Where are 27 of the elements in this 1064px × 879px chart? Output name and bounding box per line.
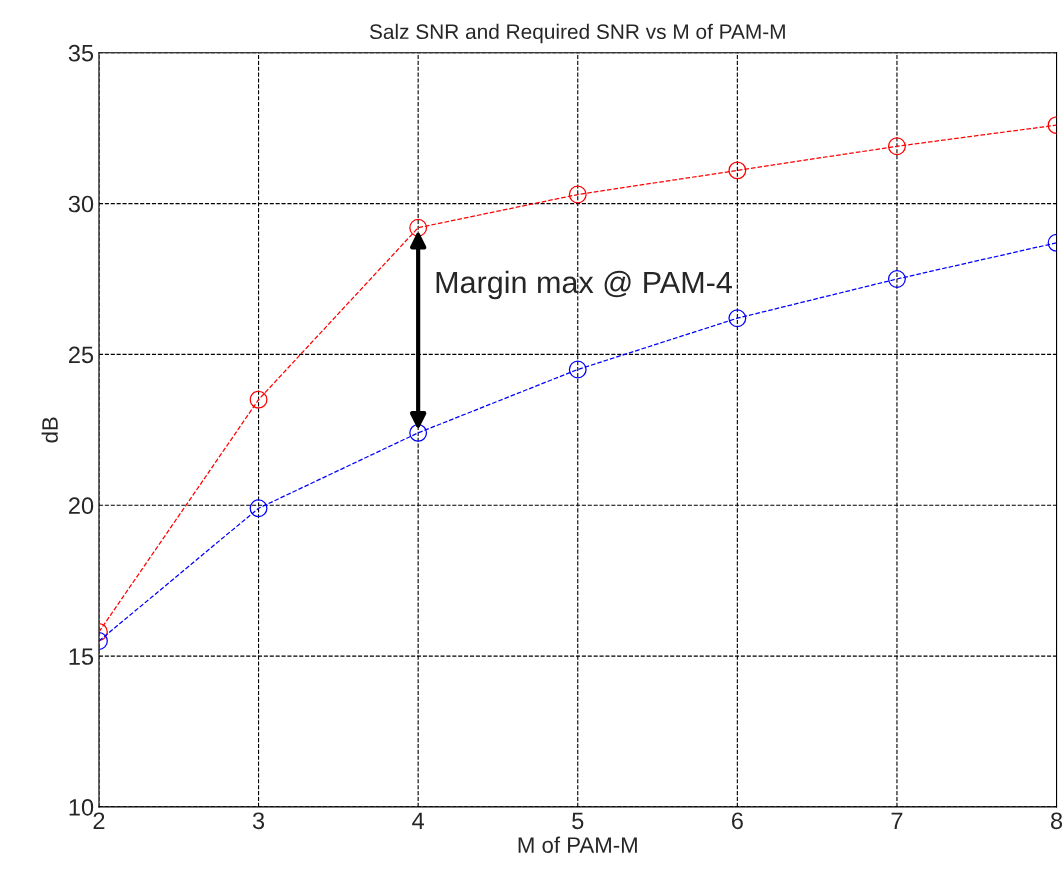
point xyxy=(887,270,906,288)
x-tick-label: 5 xyxy=(572,812,584,830)
point xyxy=(728,161,747,180)
annotation: Margin max @ PAM-4 xyxy=(436,270,732,300)
point xyxy=(249,390,268,409)
y-tick-label: 15 xyxy=(69,648,94,665)
y-tick-label: 20 xyxy=(69,497,94,515)
point xyxy=(728,309,747,328)
y-tick-label: 35 xyxy=(68,44,94,62)
point xyxy=(568,360,587,379)
x-tick-label: 8 xyxy=(1051,812,1063,830)
x-tick-label: 6 xyxy=(731,812,743,830)
x-tick-label: 4 xyxy=(412,812,425,829)
point xyxy=(887,137,906,156)
x-tick-label: 7 xyxy=(891,812,903,829)
y-axis-title: dB xyxy=(41,417,58,443)
y-tick-label: 10 xyxy=(69,798,94,816)
point xyxy=(409,423,428,442)
x-axis-title: M of PAM-M xyxy=(518,836,637,853)
x-tick-label: 3 xyxy=(252,812,265,830)
y-tick-label: 30 xyxy=(68,195,94,213)
point xyxy=(249,499,268,518)
point xyxy=(409,218,428,237)
chart-title: Salz SNR and Required SNR vs M of PAM-M xyxy=(369,23,785,44)
point xyxy=(568,185,587,204)
x-tick-label: 2 xyxy=(93,812,105,829)
y-tick-label: 25 xyxy=(69,346,94,364)
